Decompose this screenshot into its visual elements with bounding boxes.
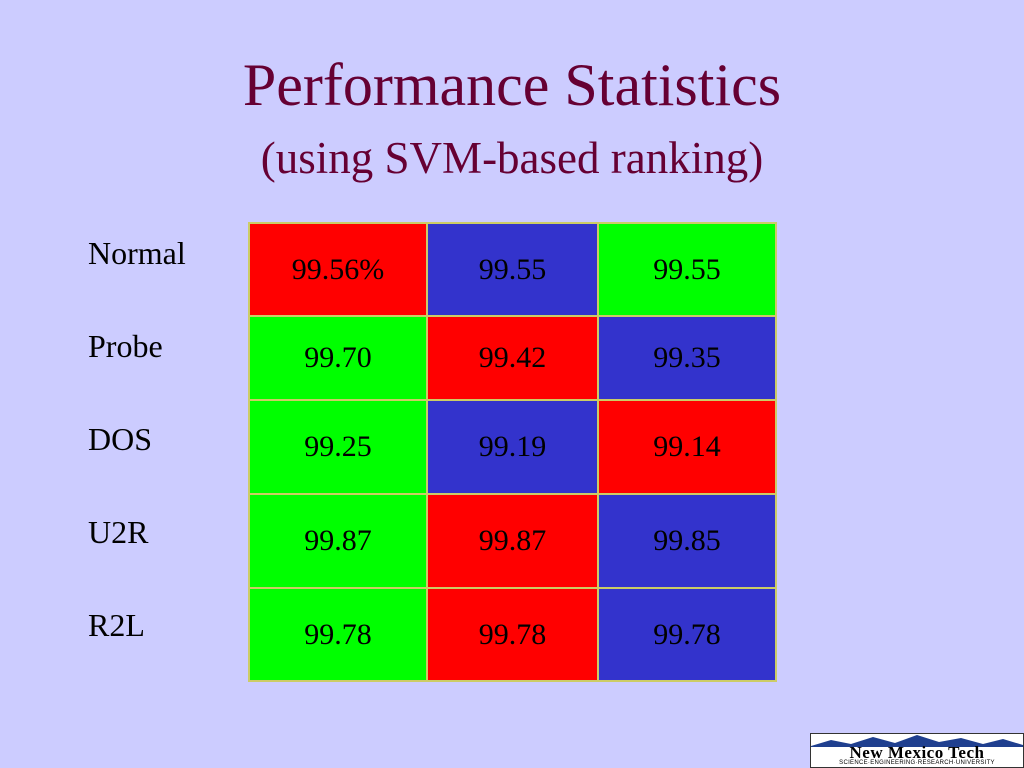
- logo-tagline: SCIENCE·ENGINEERING·RESEARCH·UNIVERSITY: [839, 760, 995, 766]
- row-labels: Normal Probe DOS U2R R2L: [88, 222, 186, 687]
- table-cell: 99.56%: [249, 223, 427, 316]
- row-label-probe: Probe: [88, 328, 163, 364]
- row-label-u2r: U2R: [88, 514, 149, 550]
- table-cell: 99.78: [249, 588, 427, 681]
- table-cell: 99.85: [598, 494, 776, 588]
- table-cell: 99.87: [249, 494, 427, 588]
- table-cell: 99.87: [427, 494, 598, 588]
- table-cell: 99.78: [598, 588, 776, 681]
- table-cell: 99.55: [427, 223, 598, 316]
- table-cell: 99.70: [249, 316, 427, 400]
- row-label-dos: DOS: [88, 421, 153, 457]
- slide-subtitle: (using SVM-based ranking): [260, 133, 764, 183]
- row-label-r2l: R2L: [88, 607, 145, 643]
- table-cell: 99.35: [598, 316, 776, 400]
- logo-name: New Mexico Tech: [849, 743, 985, 762]
- table-cell: 99.78: [427, 588, 598, 681]
- table-cell: 99.55: [598, 223, 776, 316]
- row-label-normal: Normal: [88, 235, 186, 271]
- slide-title: Performance Statistics: [242, 52, 782, 118]
- mountain-icon: [811, 735, 1023, 747]
- table-cell: 99.14: [598, 400, 776, 494]
- table-cell: 99.19: [427, 400, 598, 494]
- table-cell: 99.42: [427, 316, 598, 400]
- new-mexico-tech-logo: New Mexico Tech SCIENCE·ENGINEERING·RESE…: [810, 733, 1024, 768]
- performance-table: 99.56% 99.55 99.55 99.70 99.42 99.35 99.…: [248, 222, 777, 682]
- table-cell: 99.25: [249, 400, 427, 494]
